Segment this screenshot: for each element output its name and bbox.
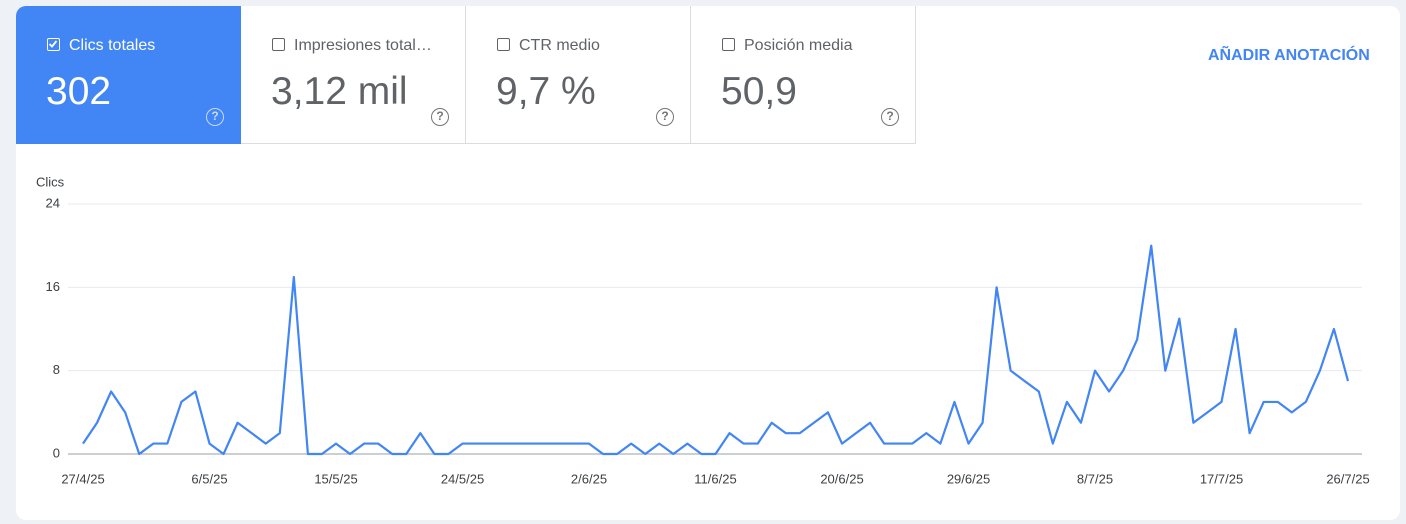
- line-series: [82, 244, 1350, 456]
- metric-card[interactable]: Impresiones total… 3,12 mil?: [241, 6, 466, 144]
- metric-label: CTR medio: [519, 37, 600, 54]
- help-icon[interactable]: ?: [206, 108, 224, 126]
- y-tick-label: 24: [46, 195, 60, 210]
- y-axis-label: Clics: [36, 174, 65, 189]
- checkbox[interactable]: [272, 38, 285, 51]
- metric-label: Posición media: [744, 37, 853, 54]
- metric-card[interactable]: Clics totales 302?: [16, 6, 241, 144]
- x-tick-label: 27/4/25: [61, 471, 104, 486]
- help-icon[interactable]: ?: [881, 108, 899, 126]
- y-tick-label: 16: [46, 279, 60, 294]
- x-tick-label: 8/7/25: [1077, 471, 1113, 486]
- metric-label: Impresiones total…: [294, 37, 432, 54]
- metric-value: 3,12 mil: [271, 70, 408, 113]
- x-tick-label: 24/5/25: [441, 471, 484, 486]
- checkbox[interactable]: [497, 38, 510, 51]
- y-tick-label: 0: [53, 445, 60, 460]
- x-tick-label: 17/7/25: [1200, 471, 1243, 486]
- add-annotation-button[interactable]: AÑADIR ANOTACIÓN: [1208, 47, 1370, 64]
- x-tick-label: 11/6/25: [694, 471, 736, 486]
- checkbox[interactable]: [47, 38, 60, 51]
- metric-label: Clics totales: [69, 37, 156, 54]
- metric-value: 50,9: [721, 70, 797, 113]
- y-tick-label: 8: [53, 362, 60, 377]
- metric-value: 9,7 %: [496, 70, 596, 113]
- help-icon[interactable]: ?: [656, 108, 674, 126]
- x-tick-label: 26/7/25: [1326, 471, 1369, 486]
- metric-card[interactable]: CTR medio 9,7 %?: [466, 6, 691, 144]
- x-tick-label: 6/5/25: [191, 471, 227, 486]
- checkbox[interactable]: [722, 38, 735, 51]
- x-tick-label: 15/5/25: [314, 471, 357, 486]
- x-tick-label: 20/6/25: [820, 471, 863, 486]
- metric-card[interactable]: Posición media 50,9?: [691, 6, 916, 144]
- check-icon: [48, 40, 58, 48]
- help-icon[interactable]: ?: [431, 108, 449, 126]
- x-tick-label: 2/6/25: [571, 471, 607, 486]
- metric-value: 302: [46, 70, 112, 113]
- x-tick-label: 29/6/25: [947, 471, 990, 486]
